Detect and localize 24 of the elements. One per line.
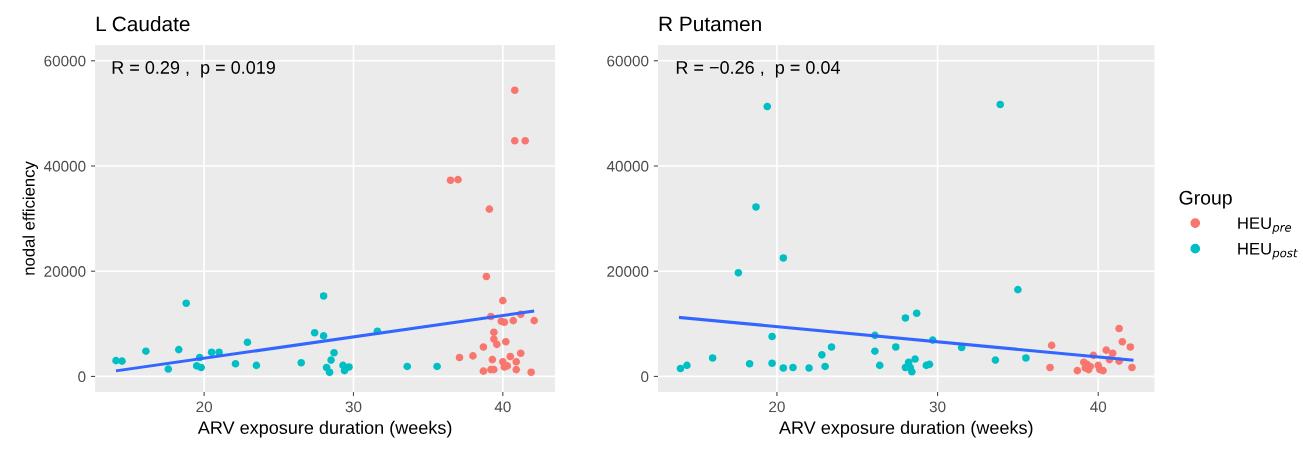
- annotation: R = 0.29 , p = 0.019: [112, 61, 275, 78]
- x-axis-title: ARV exposure duration (weeks): [197, 420, 452, 438]
- legend-label: HEU$_{post}$: [1238, 242, 1298, 260]
- chart-title: L Caudate: [96, 16, 190, 32]
- x-tick-label: 30: [929, 401, 946, 413]
- y-tick-label: 20000: [44, 266, 86, 277]
- y-axis-title: nodal efficiency: [22, 161, 39, 275]
- x-tick-label: 20: [769, 401, 785, 413]
- x-tick-label: 40: [494, 401, 511, 413]
- y-tick-label: 0: [641, 371, 649, 383]
- chart-title: R Putamen: [659, 16, 761, 32]
- legend-label: HEU$_{pre}$: [1238, 217, 1292, 235]
- legend-title: Group: [1179, 190, 1232, 209]
- x-tick-label: 30: [345, 401, 362, 413]
- y-tick-label: 0: [78, 371, 86, 383]
- x-tick-label: 20: [196, 401, 213, 413]
- y-tick-label: 60000: [44, 55, 86, 67]
- x-axis-title: ARV exposure duration (weeks): [778, 420, 1033, 438]
- annotation: R = −0.26 , p = 0.04: [676, 61, 840, 78]
- y-tick-label: 20000: [607, 266, 649, 277]
- y-tick-label: 40000: [43, 160, 86, 172]
- x-tick-label: 40: [1090, 401, 1107, 413]
- y-tick-label: 60000: [607, 55, 649, 67]
- y-tick-label: 40000: [606, 160, 649, 172]
